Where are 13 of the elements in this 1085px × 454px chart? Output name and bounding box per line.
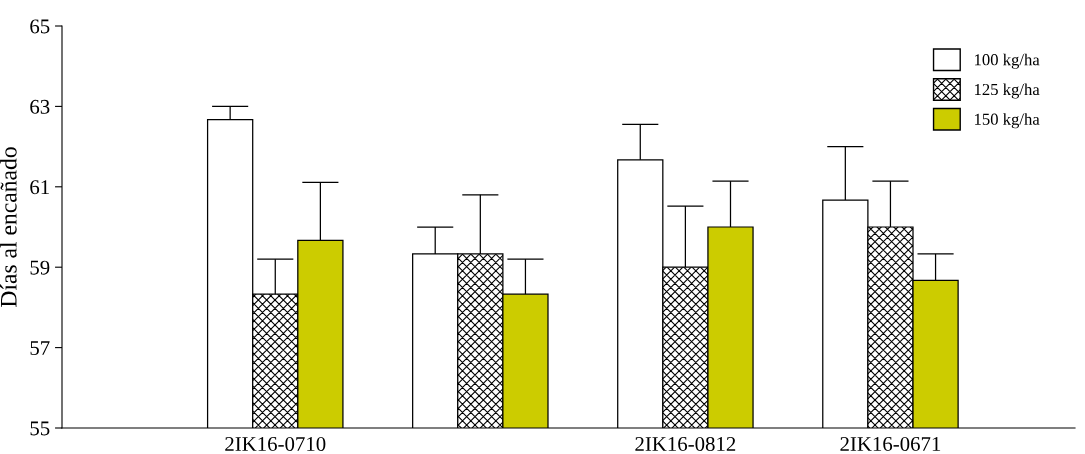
legend-label: 100 kg/ha (975, 53, 1040, 69)
y-tick-label: 57 (30, 341, 50, 356)
y-tick-label: 61 (30, 180, 49, 195)
y-tick-label: 59 (30, 260, 50, 275)
legend-label: 150 kg/ha (975, 113, 1040, 129)
y-tick-label: 65 (30, 19, 50, 34)
y-tick-label: 63 (30, 99, 50, 114)
x-tick-label: 2IK16-0812 (635, 436, 736, 451)
y-axis-title: Días al encañado (0, 147, 17, 307)
legend-label: 125 kg/ha (975, 83, 1040, 99)
x-tick-label: 2IK16-0671 (840, 436, 941, 451)
y-tick-label: 55 (30, 421, 50, 436)
x-tick-label: 2IK16-0710 (225, 436, 326, 451)
